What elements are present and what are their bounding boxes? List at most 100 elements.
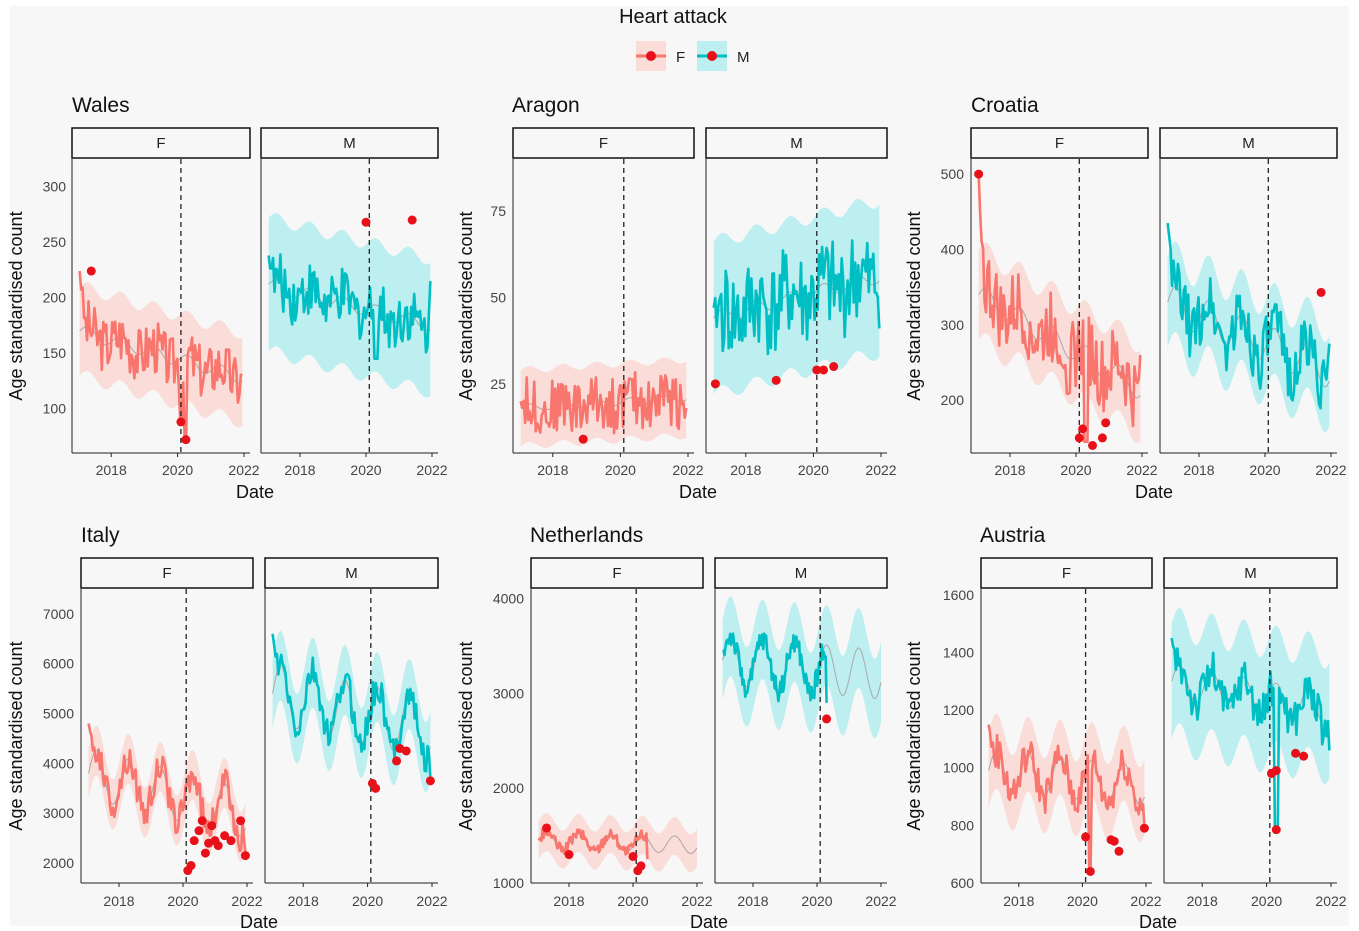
facet-M: M 2018 2020 2022 (705, 127, 897, 478)
facet-strip (705, 127, 888, 159)
facet-strip-label: F (1062, 565, 1071, 582)
x-tick-label: 2022 (1130, 893, 1161, 909)
x-tick-label: 2022 (231, 893, 262, 909)
outlier-point (186, 861, 196, 871)
outlier-point (542, 823, 552, 833)
x-axis-title: Date (236, 482, 274, 502)
chart-title: Heart attack (619, 6, 728, 28)
panel-croatia: Croatia Age standardised count Date 200 300 4… (904, 94, 1347, 502)
x-tick-label: 2020 (798, 462, 829, 478)
facet-strip (970, 127, 1149, 159)
outlier-point (1114, 846, 1124, 856)
confidence-band (1171, 607, 1330, 785)
y-tick-label: 2000 (43, 855, 74, 871)
outlier-point (636, 861, 646, 871)
observed-line (519, 370, 688, 435)
observed-line (712, 239, 881, 356)
outlier-point (578, 434, 588, 444)
y-tick-label: 3000 (493, 685, 524, 701)
x-tick-label: 2020 (1067, 893, 1098, 909)
outlier-point (628, 851, 638, 861)
outlier-point (1271, 825, 1281, 835)
x-tick-label: 2018 (96, 462, 127, 478)
outlier-point (564, 850, 574, 860)
x-tick-label: 2020 (167, 893, 198, 909)
x-tick-label: 2022 (1126, 462, 1157, 478)
outlier-point (1097, 433, 1107, 443)
x-axis-title: Date (1139, 912, 1177, 931)
observed-line (977, 174, 1142, 443)
outlier-point (1074, 433, 1084, 443)
outlier-point (207, 821, 217, 831)
facet-strip-label: M (1242, 135, 1255, 152)
y-tick-label: 400 (941, 241, 965, 257)
facet-M: M 2018 2020 2022 (1159, 127, 1347, 478)
y-axis-title: Age standardised count (904, 641, 924, 830)
facet-strip (530, 557, 704, 589)
y-axis-title: Age standardised count (6, 641, 26, 830)
panel-title: Austria (980, 524, 1046, 547)
y-tick-label: 1200 (943, 702, 974, 718)
outlier-point (1291, 748, 1301, 758)
x-tick-label: 2018 (553, 893, 584, 909)
outlier-point (1085, 866, 1095, 876)
x-tick-label: 2020 (617, 893, 648, 909)
y-tick-label: 3000 (43, 805, 74, 821)
y-tick-label: 100 (43, 401, 67, 417)
facet-F: F 2018 2020 2022 (530, 557, 713, 909)
y-tick-label: 200 (43, 290, 67, 306)
x-tick-label: 2018 (1183, 462, 1214, 478)
outlier-point (812, 365, 822, 375)
x-tick-label: 2020 (605, 462, 636, 478)
facet-F: F 2018 2020 2022 (80, 557, 263, 909)
x-tick-label: 2022 (865, 893, 896, 909)
facet-F: F 2018 2020 2022 (71, 127, 260, 478)
outlier-point (176, 417, 186, 427)
facet-strip-label: F (156, 135, 165, 152)
facet-M: M 2018 2020 2022 (260, 127, 448, 478)
y-tick-label: 75 (490, 203, 506, 219)
x-tick-label: 2018 (1003, 893, 1034, 909)
outlier-point (361, 217, 371, 227)
x-tick-label: 2022 (1315, 893, 1346, 909)
outlier-point (1299, 751, 1309, 761)
observed-line (987, 724, 1146, 870)
facet-strip-label: F (612, 565, 621, 582)
legend-label-M: M (737, 49, 750, 66)
outlier-point (829, 362, 839, 372)
y-tick-label: 300 (43, 179, 67, 195)
outlier-point (407, 215, 417, 225)
panel-netherlands: Netherlands Age standardised count Date 100… (456, 524, 897, 931)
x-tick-label: 2020 (1251, 893, 1282, 909)
facet-strip (71, 127, 251, 159)
outlier-point (819, 365, 829, 375)
outlier-point (392, 756, 402, 766)
panel-title: Croatia (971, 94, 1039, 117)
panel-title: Wales (72, 94, 130, 117)
outlier-point (1101, 418, 1111, 428)
facet-strip (512, 127, 695, 159)
legend-point-M (707, 51, 717, 61)
outlier-point (240, 851, 250, 861)
facet-strip (1163, 557, 1338, 589)
y-tick-label: 500 (941, 166, 965, 182)
facet-strip-label: F (162, 565, 171, 582)
outlier-point (213, 841, 223, 851)
y-tick-label: 6000 (43, 656, 74, 672)
outlier-point (771, 375, 781, 385)
x-tick-label: 2018 (994, 462, 1025, 478)
x-tick-label: 2018 (284, 462, 315, 478)
x-axis-title: Date (679, 482, 717, 502)
facet-strip-label: F (1055, 135, 1064, 152)
outlier-point (1139, 823, 1149, 833)
y-tick-label: 1000 (493, 875, 524, 891)
outlier-point (194, 826, 204, 836)
panel-title: Italy (81, 524, 120, 547)
x-tick-label: 2018 (1187, 893, 1218, 909)
facet-strip (80, 557, 254, 589)
outlier-point (710, 379, 720, 389)
x-tick-label: 2018 (537, 462, 568, 478)
y-tick-label: 7000 (43, 606, 74, 622)
outlier-point (86, 266, 96, 276)
y-axis-title: Age standardised count (456, 211, 476, 400)
